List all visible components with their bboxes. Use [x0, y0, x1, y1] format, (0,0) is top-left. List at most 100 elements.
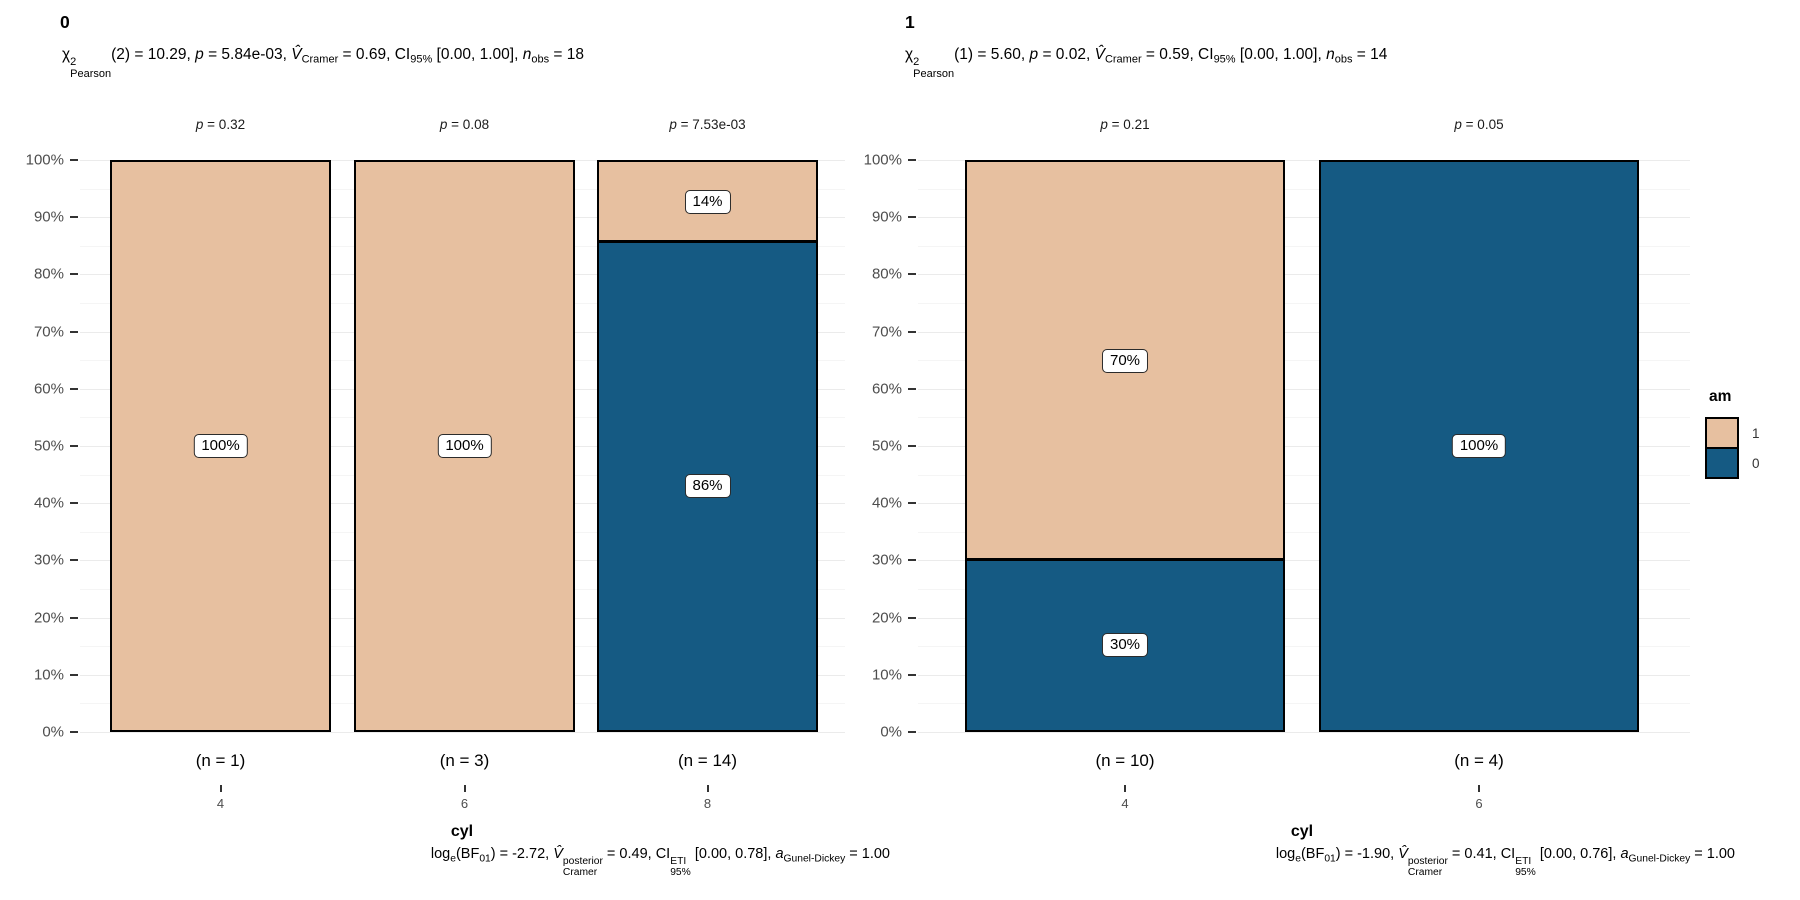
formula-segment: Gunel-Dickey [1628, 853, 1691, 865]
formula-segment: obs [1334, 53, 1353, 66]
formula-segment: χ [62, 46, 71, 63]
x-tick-mark [1124, 785, 1126, 792]
y-tick-label: 90% [33, 208, 64, 226]
facet-title-0: 0 [60, 12, 70, 32]
plot-area-1: 30% 70% 100% [918, 160, 1690, 733]
y-tick-label: 10% [871, 666, 902, 684]
legend-entry-label: 1 [1752, 425, 1760, 441]
bayes-caption-0: loge(BF01) = -2.72, V̂ posterior Cramer = … [240, 846, 890, 879]
y-axis-labels-0: 0% 10% 20% 30% 40% 50% 60% 70% 80% 90% 100% [0, 152, 64, 741]
y-tick-mark [908, 502, 916, 505]
segment-percent-label: 100% [1451, 434, 1507, 458]
y-tick-mark [70, 330, 78, 333]
count-label: (n = 4) [1454, 751, 1504, 770]
minor-gridline [918, 703, 1690, 705]
x-tick-label: 6 [1475, 796, 1483, 811]
y-tick-mark [908, 559, 916, 562]
stats-subtitle-0: χ 2 Pearson (2) = 10.29, p = 5.84e-03, V̂Cr… [62, 46, 584, 81]
p-value-label: p = 0.21 [1100, 117, 1150, 132]
y-tick-mark [908, 159, 916, 161]
segment-percent-label: 86% [684, 473, 731, 498]
formula-segment: (BF [455, 846, 480, 862]
formula-segment: obs [531, 53, 550, 66]
major-gridline [918, 388, 1690, 390]
y-tick-label: 30% [33, 551, 64, 569]
segment-percent-label: 14% [684, 189, 731, 214]
y-tick-label: 70% [33, 323, 64, 341]
y-tick-label: 0% [880, 723, 902, 741]
major-gridline [918, 274, 1690, 276]
formula-segment: e [450, 853, 456, 865]
y-tick-mark [70, 673, 78, 676]
formula-segment: a [1620, 846, 1629, 862]
y-tick-label: 60% [33, 380, 64, 398]
major-gridline [918, 217, 1690, 219]
y-tick-label: 10% [33, 666, 64, 684]
y-tick-label: 0% [42, 723, 64, 741]
y-tick-label: 50% [33, 437, 64, 455]
y-tick-mark [908, 616, 916, 619]
formula-segment: = 14 [1352, 46, 1388, 63]
count-label: (n = 14) [677, 751, 738, 770]
x-axis-label-0: cyl [450, 823, 474, 840]
y-axis-labels-1: 0% 10% 20% 30% 40% 50% 60% 70% 80% 90% 100% [838, 152, 902, 741]
p-value-label: p = 0.05 [1454, 117, 1504, 132]
formula-segment: [0.00, 0.78], [690, 846, 776, 862]
p-value-label: p = 0.08 [439, 117, 490, 132]
formula-segment: V̂ [1094, 46, 1105, 63]
formula-segment: p [1029, 46, 1039, 63]
major-gridline [918, 617, 1690, 619]
formula-segment: 2 Pearson [70, 56, 112, 81]
formula-segment: 2 Pearson [913, 56, 955, 81]
segment-percent-label: 100% [193, 434, 248, 458]
legend-entry: 1 [1705, 417, 1797, 449]
minor-gridline [918, 360, 1690, 362]
y-tick-mark [70, 559, 78, 562]
segment-percent-label: 30% [1101, 632, 1149, 657]
stacked-bar-cyl-6: 100% [1319, 160, 1639, 732]
minor-gridline [918, 474, 1690, 476]
legend-swatch-am-0 [1705, 447, 1739, 479]
formula-segment: e [1295, 853, 1301, 865]
x-tick-mark [219, 785, 222, 792]
y-tick-label: 20% [33, 609, 64, 627]
stacked-bar-cyl-6: 100% [354, 160, 575, 732]
y-tick-mark [908, 445, 916, 447]
formula-segment: n [522, 46, 532, 63]
formula-segment: [0.00, 1.00], [1235, 46, 1327, 63]
bayes-caption-1: loge(BF01) = -1.90, V̂ posterior Cramer = … [1085, 846, 1735, 879]
y-tick-mark [70, 273, 78, 276]
legend-swatch-am-1 [1705, 417, 1739, 449]
formula-segment: 95% [1213, 53, 1236, 66]
legend-entry-label: 0 [1752, 455, 1760, 471]
x-tick-mark [463, 785, 466, 792]
formula-segment: V̂ [553, 846, 563, 862]
segment-percent-label: 100% [437, 434, 492, 458]
formula-segment: = 0.02, [1038, 46, 1095, 63]
formula-segment: = 0.41, CI [1447, 846, 1516, 862]
x-tick-label: 4 [1121, 796, 1129, 811]
y-tick-label: 20% [871, 609, 902, 627]
minor-gridline [918, 188, 1690, 190]
formula-segment: ETI 95% [1515, 855, 1536, 879]
formula-segment: = 1.00 [1690, 846, 1735, 862]
stacked-bar-cyl-4: 100% [110, 160, 331, 732]
y-tick-mark [908, 330, 916, 333]
formula-segment: = 18 [549, 46, 584, 63]
legend-title: am [1709, 388, 1732, 405]
y-tick-label: 80% [871, 265, 902, 283]
major-gridline [918, 503, 1690, 505]
formula-segment: 01 [479, 853, 491, 865]
formula-segment: V̂ [1398, 846, 1408, 862]
y-tick-label: 30% [871, 551, 902, 569]
y-tick-label: 70% [871, 323, 902, 341]
minor-gridline [918, 589, 1690, 590]
plot-area-0: 100% 100% 86% 14% [80, 160, 845, 733]
stacked-bar-cyl-8: 86% 14% [597, 160, 818, 732]
segment-divider [967, 558, 1283, 561]
x-tick-mark [1478, 785, 1480, 792]
y-tick-label: 40% [33, 494, 64, 512]
formula-segment: = 1.00 [845, 846, 890, 862]
